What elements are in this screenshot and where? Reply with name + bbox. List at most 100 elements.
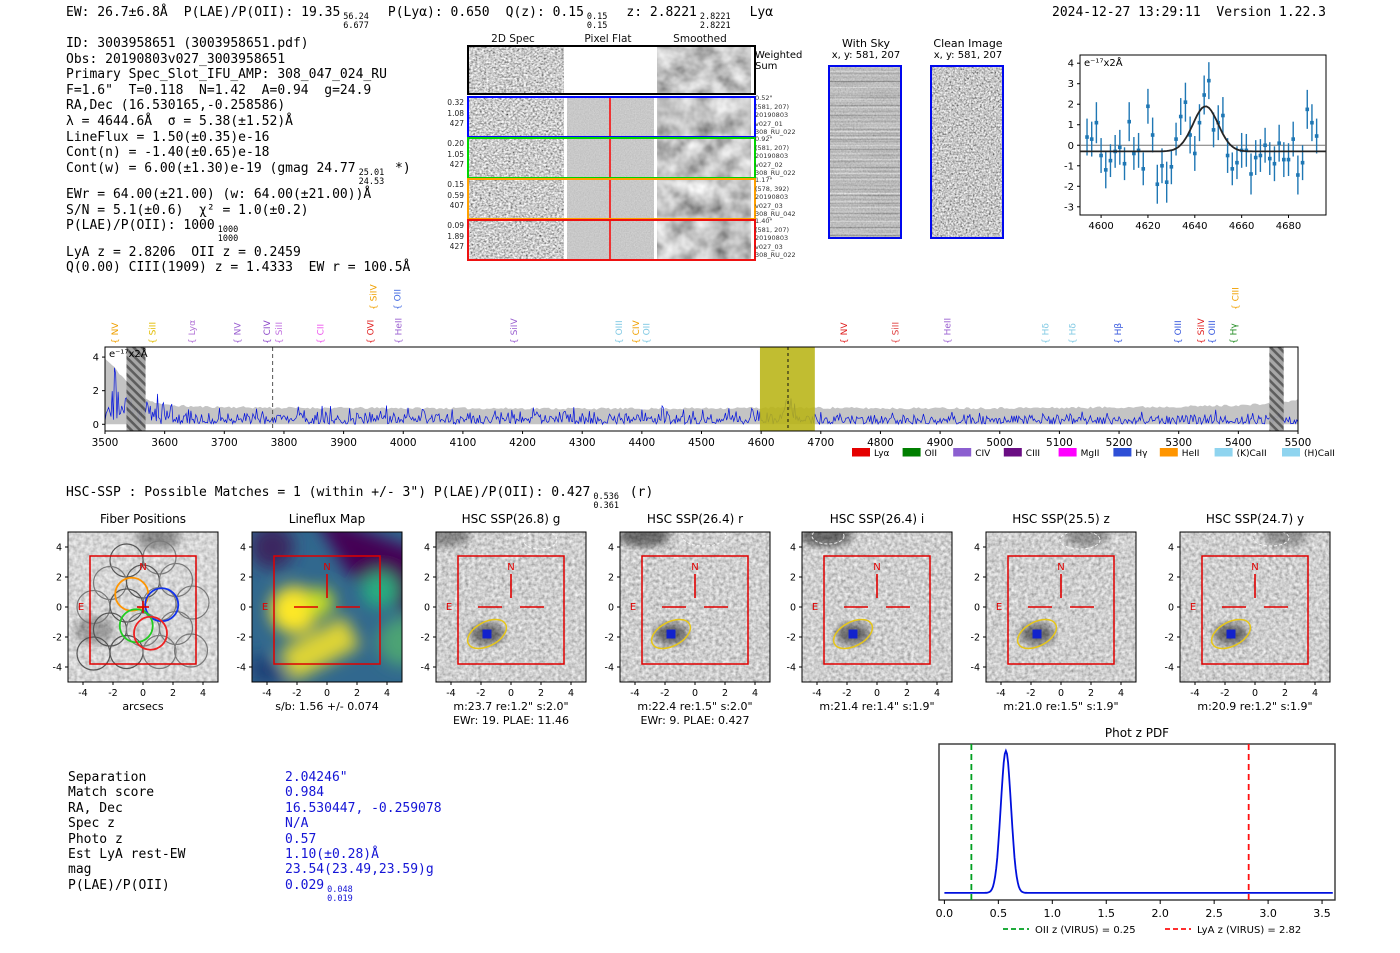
emission-line-label: { SiII (149, 322, 159, 344)
smoothed-image (657, 47, 751, 93)
svg-text:0: 0 (240, 603, 246, 614)
svg-text:2: 2 (904, 688, 910, 699)
svg-text:0.0: 0.0 (936, 907, 954, 920)
svg-text:2: 2 (354, 688, 360, 699)
svg-text:2: 2 (93, 386, 99, 397)
svg-text:2.0: 2.0 (1151, 907, 1169, 920)
ifu-footprint-box (641, 555, 749, 665)
2d-spec-image (469, 139, 564, 177)
svg-text:0: 0 (608, 603, 614, 614)
clean-image-panel: Clean Image x, y: 581, 207 (930, 38, 1006, 239)
svg-text:2: 2 (1068, 100, 1074, 111)
emission-line-label: { HeII (943, 318, 953, 344)
emission-line-label: { OIII (615, 320, 625, 344)
photz-title: Phot z PDF (1105, 726, 1169, 740)
image-panel: N E 4 2 0 -2 -4 -4 -2 0 2 4 HSC SSP(26.4) r m:22.4 re… (586, 510, 776, 732)
svg-text:4: 4 (1168, 543, 1174, 554)
photz-pdf-plot: Phot z PDF 0.0 0.5 1.0 1.5 2.0 2.5 3.0 3.5 OII z … (936, 726, 1336, 936)
flux-units-annotation: e⁻¹⁷x2Å (109, 347, 148, 360)
svg-text:0: 0 (1168, 603, 1174, 614)
clean-image-coords: x, y: 581, 207 (933, 50, 1003, 61)
svg-text:0: 0 (974, 603, 980, 614)
ifu-footprint-box (823, 555, 931, 665)
svg-text:5200: 5200 (1106, 437, 1133, 449)
match-field-label: mag (68, 862, 92, 878)
ifu-footprint-box (1007, 555, 1115, 665)
emission-line-label: { Lyα (188, 320, 198, 344)
match-marker (848, 629, 858, 639)
svg-text:0: 0 (424, 603, 430, 614)
masked-band (1269, 347, 1284, 431)
match-field-value: 23.54(23.49,23.59)g (285, 862, 434, 878)
fiber-circle (142, 540, 177, 575)
fiber-id-labels: 0.92" (581, 207) 20190803 v027_02 308_RU_022 (755, 135, 796, 178)
photz-legend-label: OII z (VIRUS) = 0.25 (1035, 925, 1136, 936)
fiber-id-labels: 1.17" (578, 392) 20190803 v027_03 308_RU_042 (755, 176, 796, 219)
compass-east: E (78, 602, 84, 613)
svg-text:-2: -2 (53, 633, 62, 644)
with-sky-image (828, 65, 902, 239)
pixel-flat-image (567, 98, 654, 136)
spec2d-row (467, 178, 756, 220)
noise-image (657, 180, 751, 218)
image-panel: N E 4 2 0 -2 -4 -4 -2 0 2 4 HSC SSP(24.7) y m:20.9 re… (1146, 510, 1336, 732)
svg-text:0: 0 (140, 688, 146, 699)
noise-image (469, 47, 564, 93)
spec2d-col-header: Pixel Flat (584, 33, 632, 45)
fiber-circle (76, 636, 111, 671)
svg-text:2: 2 (974, 573, 980, 584)
match-marker (1226, 629, 1236, 639)
compass-east: E (812, 602, 818, 613)
svg-text:-4: -4 (237, 663, 246, 674)
svg-text:0: 0 (56, 603, 62, 614)
emission-line-label: { OVI (366, 320, 376, 344)
svg-text:4400: 4400 (628, 437, 655, 449)
2d-spec-image (469, 47, 564, 93)
info-line: Obs: 20190803v027_3003958651 (66, 51, 286, 67)
compass-north: N (139, 562, 146, 573)
svg-text:-4: -4 (812, 688, 821, 699)
aperture-ellipse (650, 618, 692, 650)
compass-east: E (262, 602, 268, 613)
legend-label: CIV (975, 449, 991, 459)
emission-line-labels: { NV{ SiII{ Lyα{ NV{ CIV{ SiII{ CII{ SiI… (111, 284, 1241, 344)
svg-text:-3: -3 (1064, 202, 1074, 213)
svg-text:3: 3 (1068, 79, 1074, 90)
header-stat: EW: 26.7±6.8Å (66, 5, 168, 20)
emission-line-label: { HeII (394, 318, 404, 344)
info-line: EWr = 64.00(±21.00) (w: 64.00(±21.00))Å (66, 187, 372, 203)
flat-marker-line (609, 98, 611, 136)
header-stat: z: 2.8221 2.8221 2.8221 (626, 5, 731, 32)
compass-east: E (446, 602, 452, 613)
info-line: Cont(n) = -1.40(±0.65)e-18 (66, 145, 270, 161)
compass-north: N (1251, 562, 1258, 573)
smoothed-image (657, 221, 751, 259)
match-field-label: Separation (68, 770, 147, 785)
match-field-label: Photo z (68, 831, 123, 847)
panel-title: HSC SSP(24.7) y (1206, 512, 1304, 526)
with-sky-panel: With Sky x, y: 581, 207 (828, 38, 904, 239)
svg-text:4300: 4300 (569, 437, 596, 449)
svg-text:2: 2 (608, 573, 614, 584)
svg-text:2.5: 2.5 (1205, 907, 1223, 920)
panel-caption: s/b: 1.56 +/- 0.074 (275, 700, 379, 713)
spec2d-col-header: Smoothed (673, 33, 727, 45)
noise-image (657, 47, 751, 93)
info-line: ID: 3003958651 (3003958651.pdf) (66, 36, 309, 51)
emission-line-label: { OIII (1208, 320, 1218, 344)
svg-text:4000: 4000 (390, 437, 417, 449)
legend-label: (H)CaII (1304, 449, 1335, 459)
match-field-value: 0.984 (285, 785, 325, 801)
noise-image (657, 221, 751, 259)
match-field-label: P(LAE)/P(OII) (68, 877, 170, 893)
emission-line-label: { NV (233, 322, 243, 344)
spec2d-row (467, 219, 756, 261)
svg-text:2: 2 (722, 688, 728, 699)
svg-text:2: 2 (240, 573, 246, 584)
header-stat: P(Lyα): 0.650 (387, 5, 490, 20)
info-line: LineFlux = 1.50(±0.35)e-16 (66, 129, 270, 145)
emission-line-label: { CII (316, 324, 326, 344)
svg-text:-2: -2 (1220, 688, 1229, 699)
svg-text:-4: -4 (262, 688, 271, 699)
fiber-circle (175, 585, 210, 620)
